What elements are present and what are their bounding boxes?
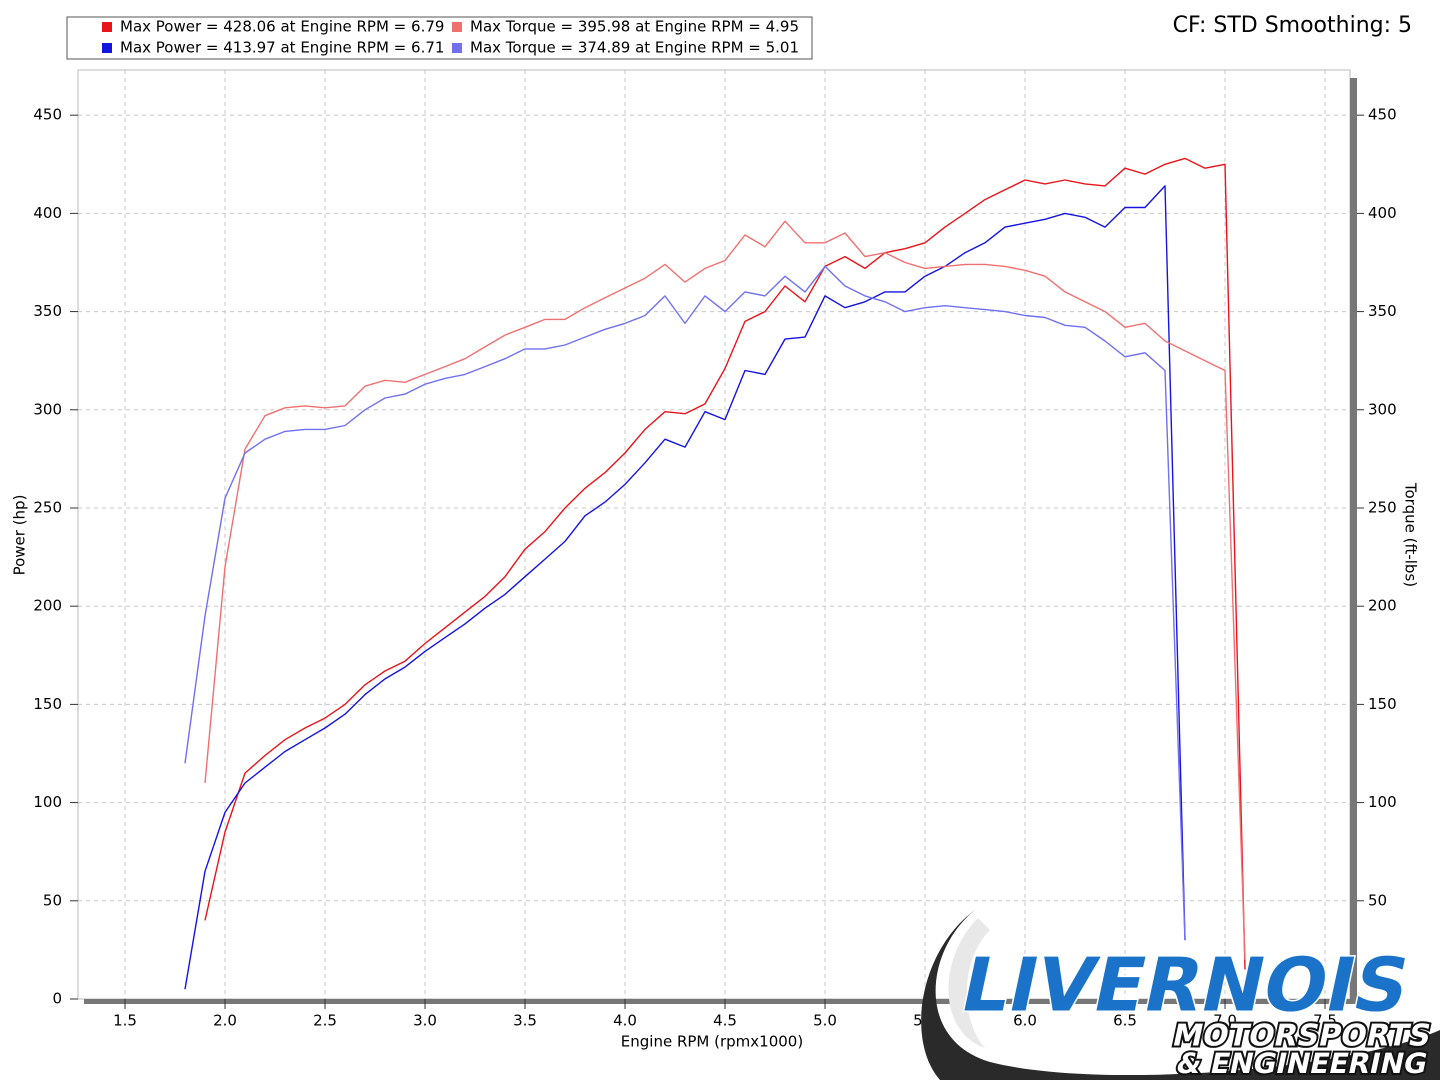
logo: LIVERNOIS MOTORSPORTS & ENGINEERING — [921, 910, 1440, 1080]
logo-swoosh — [921, 910, 1440, 1080]
logo-name: LIVERNOIS — [954, 942, 1417, 1028]
x-axis-label: Engine RPM (rpmx1000) — [621, 1033, 803, 1051]
y-tick-label: 250 — [33, 498, 62, 516]
x-tick-label: 7.5 — [1313, 1012, 1337, 1030]
y2-axis-label: Torque (ft-lbs) — [1402, 482, 1420, 587]
x-tick-label: 4.5 — [713, 1012, 737, 1030]
y2-tick-label: 50 — [1368, 891, 1387, 909]
y-tick-label: 200 — [33, 597, 62, 615]
y-tick-label: 150 — [33, 695, 62, 713]
legend-swatch — [102, 43, 112, 53]
y-tick-label: 300 — [33, 400, 62, 418]
x-tick-label: 1.5 — [113, 1012, 137, 1030]
y2-tick-label: 350 — [1368, 302, 1397, 320]
logo-line-2: & ENGINEERING — [1173, 1047, 1430, 1080]
y2-tick-label: 450 — [1368, 106, 1397, 124]
x-tick-label: 4.0 — [613, 1012, 637, 1030]
y2-tick-label: 250 — [1368, 498, 1397, 516]
y-tick-label: 0 — [52, 990, 62, 1008]
series-line — [184, 185, 1186, 990]
x-tick-label: 3.5 — [513, 1012, 537, 1030]
series-layer — [184, 157, 1246, 990]
legend-box — [66, 16, 813, 60]
x-tick-label: 3.0 — [413, 1012, 437, 1030]
y2-tick-label: 100 — [1368, 793, 1397, 811]
logo-line-1: MOTORSPORTS — [1169, 1019, 1434, 1054]
y2-tick-label: 150 — [1368, 695, 1397, 713]
series-line — [184, 265, 1186, 941]
legend-label: Max Power = 428.06 at Engine RPM = 6.79 — [120, 18, 444, 36]
logo-highlight — [948, 918, 990, 1048]
legend-swatch — [102, 22, 112, 32]
x-tick-label: 6.0 — [1013, 1012, 1037, 1030]
legend-label: Max Power = 413.97 at Engine RPM = 6.71 — [120, 39, 444, 57]
y-tick-label: 400 — [33, 204, 62, 222]
x-tick-label: 2.0 — [213, 1012, 237, 1030]
series-line — [204, 220, 1246, 960]
legend-swatch — [452, 43, 462, 53]
y2-tick-label: 400 — [1368, 204, 1397, 222]
ticks-layer: 1.52.02.53.03.54.04.55.05.56.06.57.07.50… — [33, 106, 1396, 1030]
x-tick-label: 2.5 — [313, 1012, 337, 1030]
y2-tick-label: 200 — [1368, 597, 1397, 615]
y-tick-label: 350 — [33, 302, 62, 320]
bottom-axis-bar — [84, 999, 1357, 1004]
x-tick-label: 6.5 — [1113, 1012, 1137, 1030]
right-axis-bar — [1350, 78, 1357, 999]
y2-tick-label: 300 — [1368, 400, 1397, 418]
legend-swatch — [452, 22, 462, 32]
chart-title: CF: STD Smoothing: 5 — [1173, 13, 1412, 38]
x-tick-label: 7.0 — [1213, 1012, 1237, 1030]
y-tick-label: 100 — [33, 793, 62, 811]
y-axis-label: Power (hp) — [11, 495, 29, 576]
legend-label: Max Torque = 395.98 at Engine RPM = 4.95 — [470, 18, 799, 36]
series-line — [204, 157, 1246, 970]
legend: Max Power = 428.06 at Engine RPM = 6.79 M… — [102, 18, 799, 57]
y-tick-label: 50 — [43, 891, 62, 909]
legend-label: Max Torque = 374.89 at Engine RPM = 5.01 — [470, 39, 799, 57]
x-tick-label: 5.0 — [813, 1012, 837, 1030]
y-tick-label: 450 — [33, 106, 62, 124]
